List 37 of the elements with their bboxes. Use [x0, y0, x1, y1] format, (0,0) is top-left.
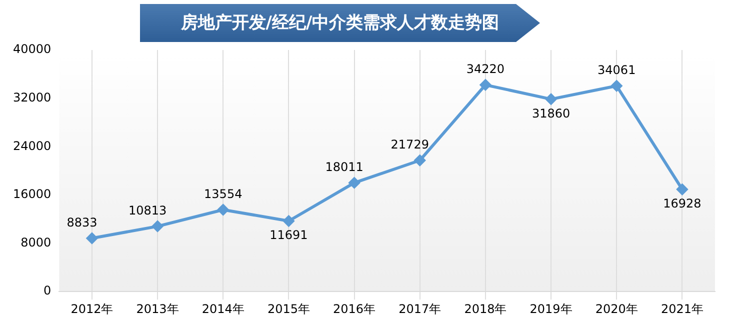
- data-label: 18011: [325, 160, 364, 174]
- y-tick-label: 16000: [12, 187, 52, 202]
- point: [611, 80, 622, 92]
- data-label: 10813: [128, 203, 167, 218]
- data-label: 34061: [598, 62, 636, 77]
- x-tick-label: 2013年: [136, 302, 179, 316]
- x-tick-label: 2014年: [202, 302, 244, 316]
- y-tick-label: 40000: [12, 42, 52, 56]
- point: [218, 204, 229, 216]
- y-tick-label: 8000: [20, 235, 52, 250]
- x-tick-label: 2016年: [333, 302, 376, 316]
- data-label: 34220: [466, 62, 505, 76]
- y-tick-label: 0: [44, 284, 52, 298]
- x-tick-label: 2020年: [595, 302, 638, 316]
- data-label: 13554: [204, 186, 242, 201]
- point: [480, 79, 491, 90]
- point: [546, 94, 557, 105]
- point: [348, 177, 360, 188]
- x-tick-label: 2012年: [70, 302, 114, 316]
- data-label: 21729: [390, 137, 429, 152]
- x-tick-label: 2018年: [464, 302, 507, 316]
- data-label: 11691: [270, 228, 308, 242]
- data-label: 31860: [532, 106, 570, 120]
- y-tick-label: 24000: [12, 138, 52, 153]
- point: [676, 184, 688, 195]
- data-label: 8833: [66, 215, 98, 230]
- x-tick-label: 2021年: [660, 302, 704, 316]
- point: [152, 220, 164, 232]
- chart-title: 房地产开发/经纪/中介类需求人才数走势图: [140, 4, 540, 42]
- point: [86, 232, 98, 244]
- point: [414, 154, 426, 166]
- x-tick-label: 2015年: [267, 302, 310, 316]
- data-label: 16928: [663, 196, 702, 210]
- y-tick-label: 32000: [12, 90, 52, 104]
- x-tick-label: 2019年: [530, 302, 572, 316]
- point: [283, 215, 294, 226]
- x-tick-label: 2017年: [398, 302, 442, 316]
